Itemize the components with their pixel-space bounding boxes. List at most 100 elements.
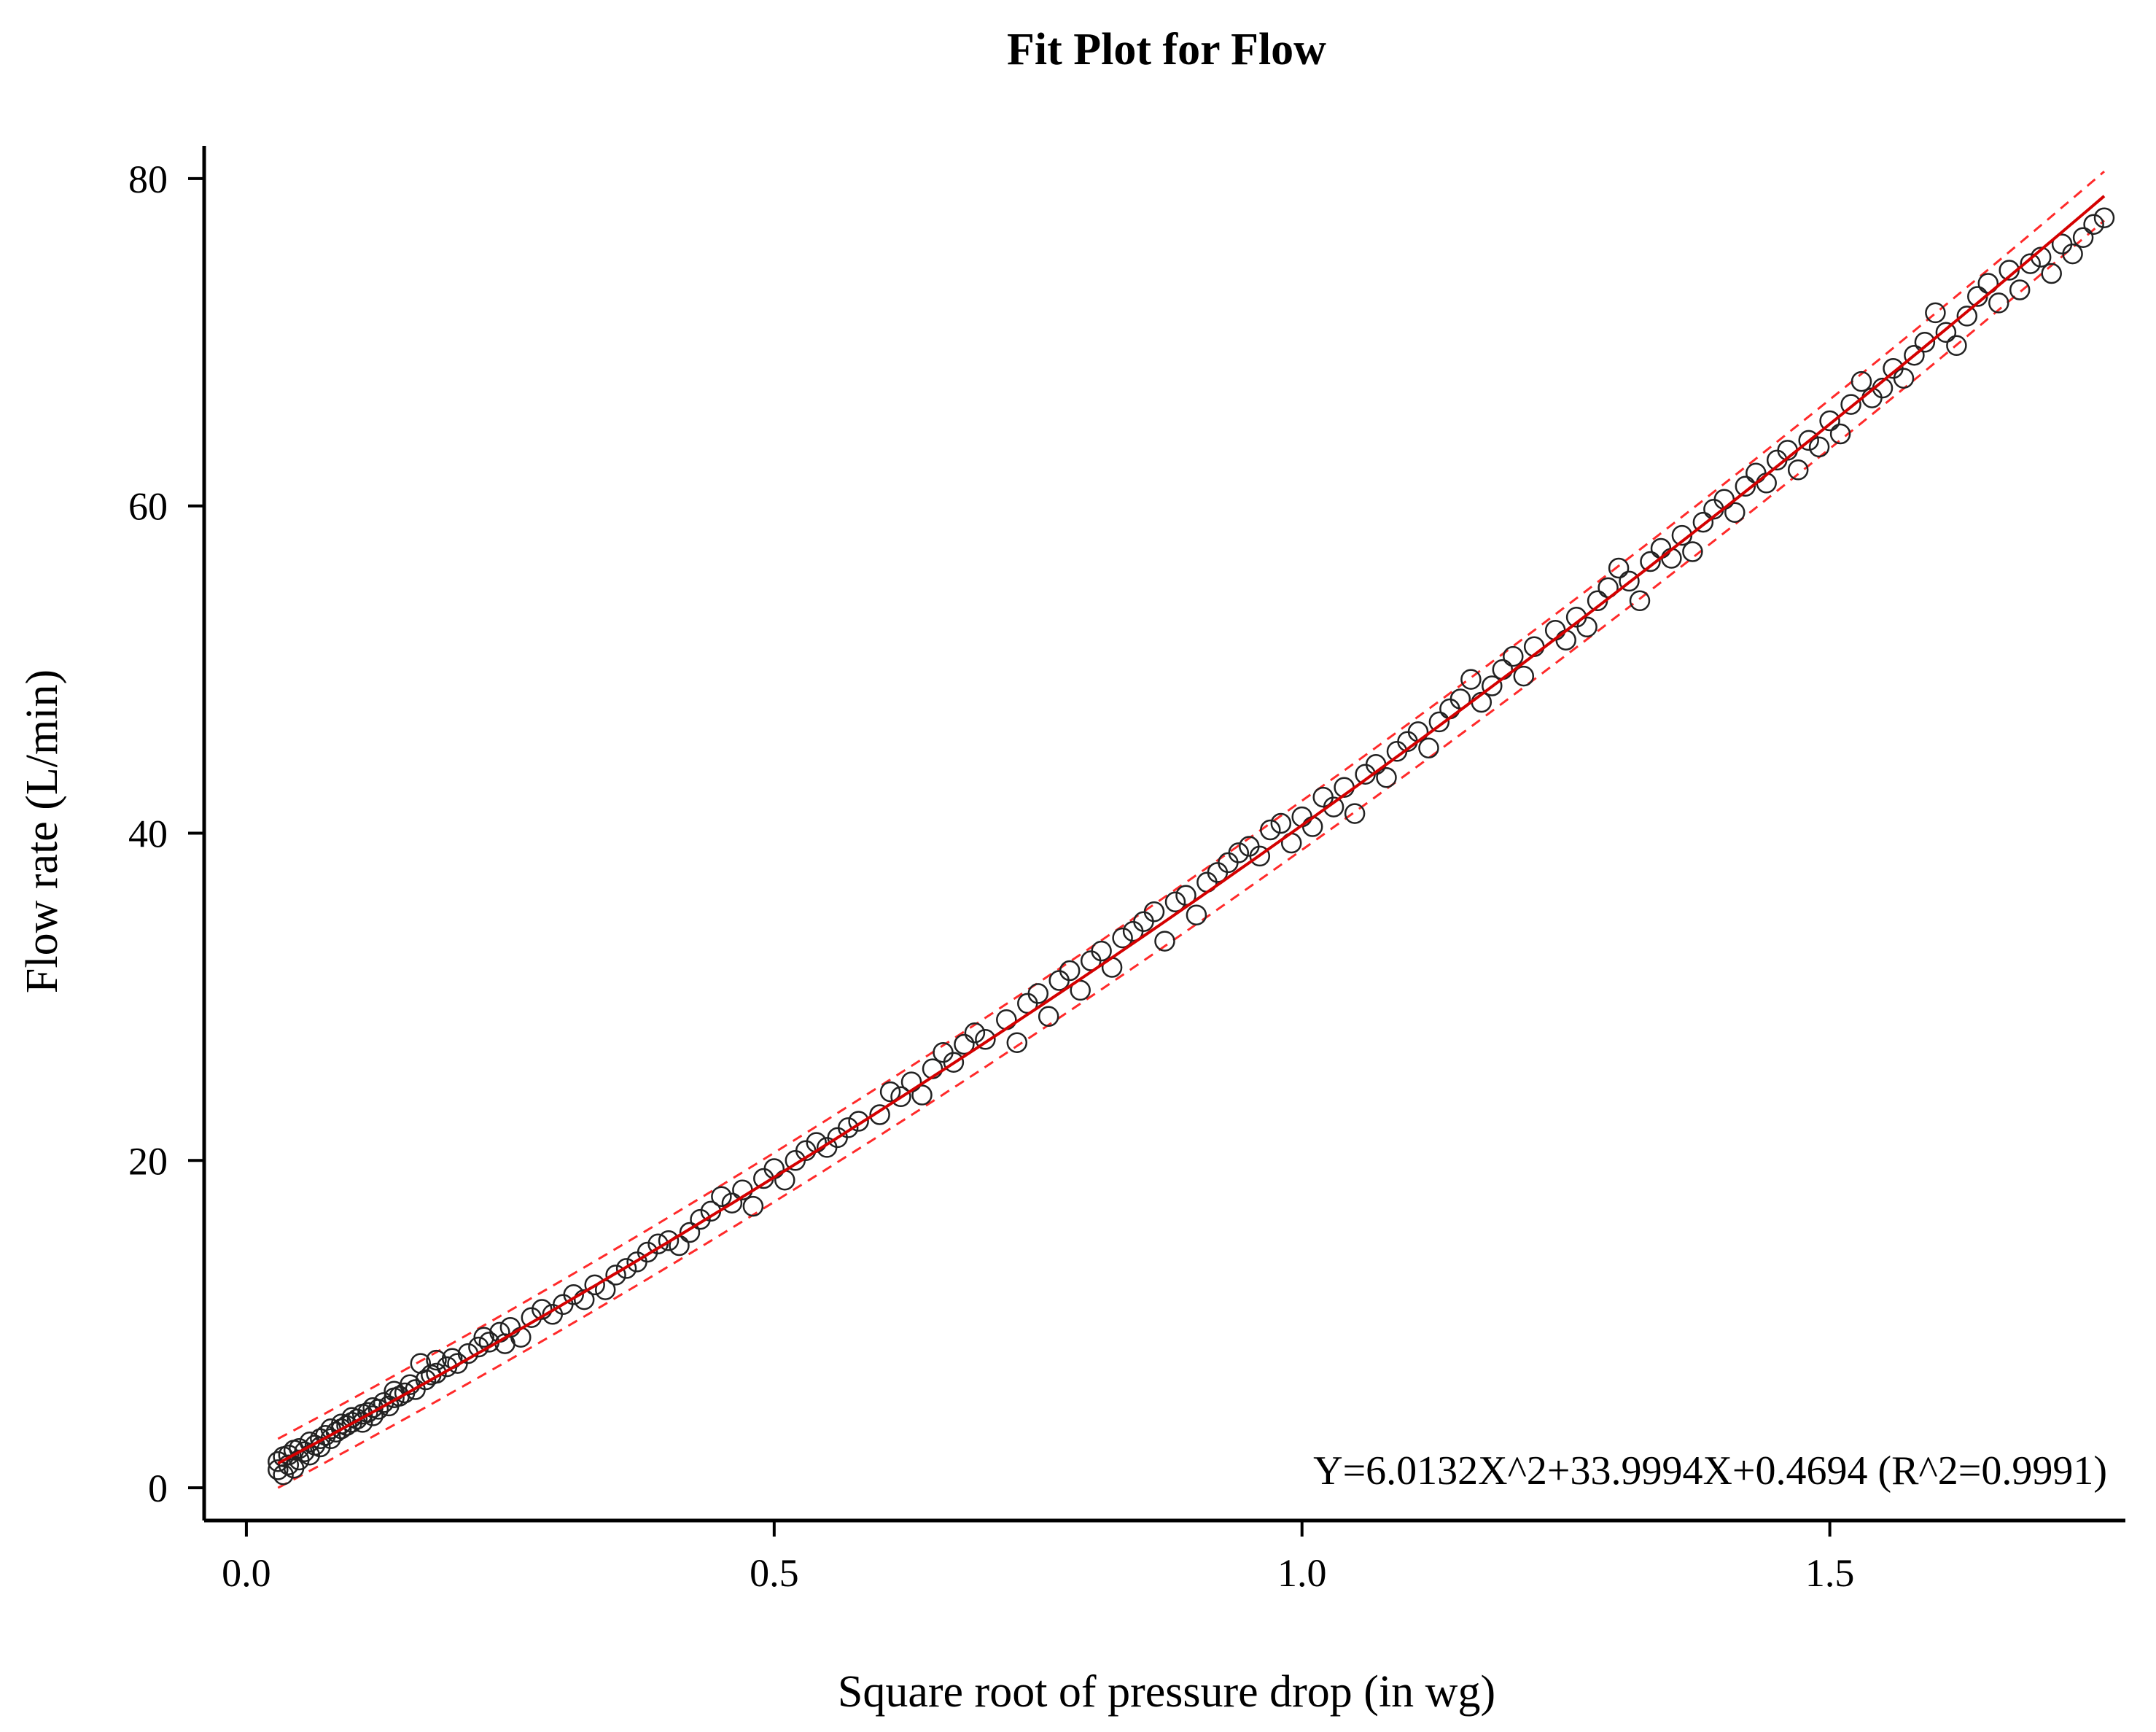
data-point (1629, 590, 1651, 612)
data-point (742, 1195, 764, 1217)
data-point (473, 1327, 494, 1348)
data-point (1482, 675, 1503, 696)
data-point (2041, 263, 2062, 284)
chart-title: Fit Plot for Flow (1007, 25, 1326, 74)
data-point (1006, 1032, 1028, 1053)
data-point (357, 1402, 378, 1424)
data-point (1713, 489, 1735, 510)
data-point (1724, 502, 1746, 523)
data-point (1407, 721, 1429, 742)
data-point (1323, 796, 1344, 818)
data-point (415, 1369, 437, 1391)
data-point (1439, 698, 1460, 720)
data-point (1112, 927, 1133, 949)
data-point (330, 1418, 352, 1440)
data-point (658, 1230, 680, 1251)
data-point (996, 1009, 1017, 1030)
data-point (268, 1459, 289, 1480)
x-tick-label: 1.5 (1805, 1551, 1855, 1595)
data-point (341, 1412, 362, 1433)
data-point (278, 1444, 300, 1466)
x-tick-label: 0.0 (222, 1551, 271, 1595)
x-axis-label: Square root of pressure drop (in wg) (838, 1667, 1495, 1717)
data-point (563, 1284, 584, 1305)
data-point (848, 1111, 869, 1132)
data-point (954, 1033, 975, 1055)
data-point (1301, 816, 1323, 837)
data-point (1988, 292, 2009, 314)
data-point (869, 1104, 890, 1125)
y-axis-ticks: 0 20 40 60 80 (128, 158, 204, 1510)
data-point (1186, 904, 1207, 925)
data-point (1904, 344, 1925, 366)
y-tick-label: 80 (128, 158, 168, 201)
data-point (2083, 214, 2104, 235)
data-point (1893, 368, 1915, 389)
data-point (711, 1186, 732, 1207)
data-point (1143, 901, 1165, 923)
data-point (2072, 227, 2094, 248)
data-point (2009, 279, 2031, 300)
data-point (1661, 548, 1682, 569)
data-point (1249, 845, 1271, 867)
data-point (278, 1454, 300, 1475)
confidence-band (277, 170, 2105, 1489)
data-point (1650, 537, 1672, 559)
data-point (1798, 430, 1819, 451)
data-point (1935, 322, 1957, 343)
data-point (1850, 370, 1872, 392)
data-point (1418, 737, 1439, 759)
data-point (975, 1029, 996, 1050)
y-tick-label: 20 (128, 1139, 168, 1183)
data-point (837, 1117, 859, 1138)
data-point (1038, 1006, 1059, 1028)
data-point (1270, 812, 1292, 834)
data-point (1925, 302, 1946, 324)
data-point (1682, 541, 1703, 562)
data-point (273, 1464, 294, 1486)
data-point (1829, 423, 1851, 445)
data-point (1428, 711, 1450, 733)
x-axis-ticks: 0.0 0.5 1.0 1.5 (222, 1521, 1854, 1595)
data-point (1460, 669, 1482, 690)
data-point (1091, 940, 1112, 962)
band-upper (277, 170, 2105, 1440)
data-point (1946, 335, 1967, 357)
data-point (1027, 983, 1049, 1004)
data-point (2062, 243, 2083, 265)
data-point (2093, 207, 2115, 228)
data-point (1735, 475, 1756, 497)
data-point (1344, 803, 1366, 824)
data-point (1787, 459, 1809, 481)
data-point (1808, 436, 1830, 458)
data-point (346, 1408, 368, 1430)
data-point (584, 1274, 605, 1296)
data-point (605, 1265, 626, 1286)
data-point (489, 1321, 510, 1343)
data-point (426, 1349, 447, 1371)
data-point (721, 1192, 743, 1213)
data-point (1555, 629, 1576, 651)
data-point (1059, 960, 1081, 982)
data-point (900, 1071, 922, 1092)
data-point (1260, 819, 1281, 841)
data-point (1175, 885, 1196, 906)
y-tick-label: 0 (148, 1467, 168, 1510)
fit-curve (277, 195, 2106, 1465)
data-point (1619, 570, 1640, 592)
data-point (2020, 253, 2041, 274)
data-point (573, 1289, 595, 1310)
data-point (1914, 332, 1936, 353)
x-tick-label: 0.5 (750, 1551, 799, 1595)
band-lower (277, 220, 2105, 1489)
data-point (1640, 551, 1661, 572)
fit-line (277, 195, 2106, 1465)
y-axis-label: Flow rate (L/min) (17, 669, 67, 993)
fit-equation: Y=6.0132X^2+33.9994X+0.4694 (R^2=0.9991) (1313, 1448, 2107, 1494)
data-point (1513, 665, 1535, 687)
data-point (1746, 462, 1767, 484)
data-point (1376, 766, 1397, 788)
data-point (911, 1084, 933, 1106)
